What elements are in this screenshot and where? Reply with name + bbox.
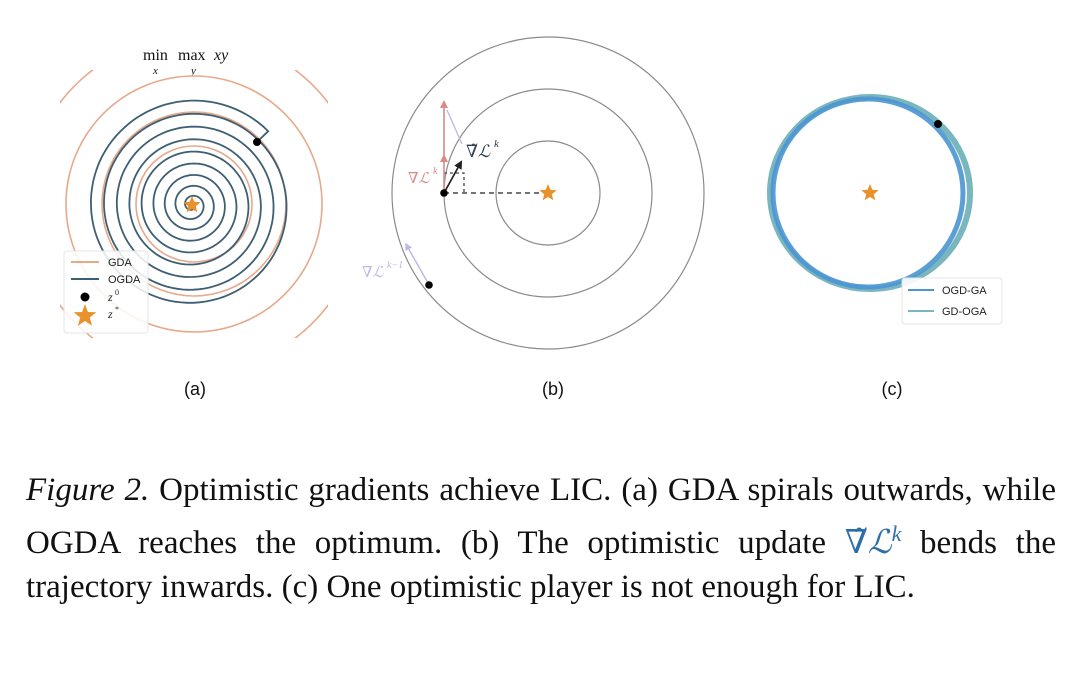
legend-ogda-label: OGDA — [108, 274, 141, 286]
panel-a: min max xy x y GDA OGDA z 0 z * (a) — [60, 47, 328, 399]
level-circle-outer — [391, 36, 705, 350]
panel-a-legend: GDA OGDA z 0 z * — [63, 250, 149, 334]
optimum-star-icon — [183, 196, 201, 213]
legend-optimum-star-icon — [73, 304, 97, 326]
current-point-marker — [440, 189, 448, 197]
caption-math-sup: k — [891, 521, 902, 546]
gradient-label: ∇ℒ — [408, 171, 430, 187]
panel-c-label: (c) — [882, 379, 903, 399]
panel-a-title-max: max — [178, 47, 206, 64]
caption-figure-number: Figure 2. — [26, 472, 150, 508]
panel-a-label: (a) — [184, 379, 206, 399]
panel-c-legend: OGD-GA GD-OGA — [901, 277, 1003, 325]
start-point-marker — [253, 138, 261, 146]
legend-optimum-sup: * — [115, 305, 119, 314]
caption-text-part2: bends the trajectory inwards. (c) One op… — [26, 525, 1056, 605]
previous-gradient-label-sup: k−1 — [387, 260, 403, 271]
previous-point-marker — [425, 281, 433, 289]
optimistic-gradient-label: ∇̃ℒ — [466, 142, 491, 161]
right-angle-marker — [444, 172, 465, 193]
panel-a-title-sub-x: x — [152, 65, 158, 77]
panel-a-title-min: min — [143, 47, 168, 64]
previous-gradient-label: ∇ℒ — [362, 265, 384, 281]
legend-start-sup: 0 — [115, 288, 119, 297]
gda-ring — [65, 75, 323, 333]
caption-math-symbol: ∇̃ℒ — [844, 525, 892, 561]
panel-b-label: (b) — [542, 379, 564, 399]
legend-gd-oga-label: GD-OGA — [942, 306, 987, 318]
legend-ogd-ga-label: OGD-GA — [942, 285, 987, 297]
optimum-star-icon — [861, 184, 879, 201]
panel-a-title-xy: xy — [213, 47, 229, 64]
optimistic-update-arrow — [443, 160, 463, 194]
legend-start-label: z — [107, 290, 113, 304]
legend-gda-label: GDA — [108, 257, 133, 269]
optimum-star-icon — [539, 184, 557, 201]
start-point-marker — [934, 120, 942, 128]
gda-ring — [135, 145, 253, 263]
figure-caption: Figure 2. Optimistic gradients achieve L… — [26, 468, 1056, 609]
panel-a-title-sub-y: y — [190, 65, 196, 77]
previous-gradient-arrow — [405, 242, 429, 284]
panel-c: OGD-GA GD-OGA (c) — [767, 94, 1003, 399]
panel-b: ∇ℒ k ∇̃ℒ k ∇ℒ k−1 (b) — [362, 36, 705, 399]
level-circle-inner — [495, 140, 601, 246]
ogd-ga-trajectory — [770, 96, 966, 290]
legend-start-dot-icon — [80, 292, 90, 302]
legend-optimum-label: z — [107, 307, 113, 321]
gradient-label-sup: k — [433, 166, 438, 177]
extrapolation-line — [446, 109, 463, 145]
caption-text-part1: Optimistic gradients achieve LIC. (a) GD… — [26, 472, 1056, 561]
optimistic-gradient-label-sup: k — [494, 138, 500, 150]
